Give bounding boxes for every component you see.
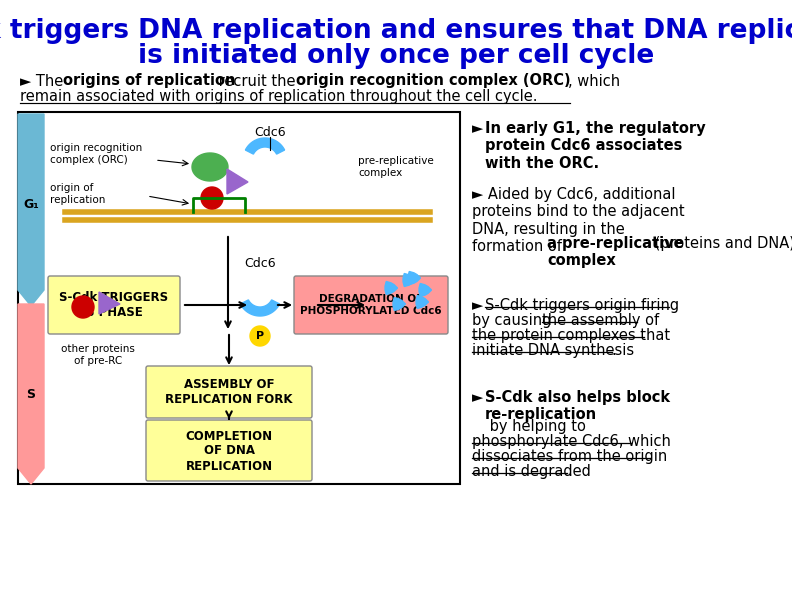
Text: COMPLETION
OF DNA
REPLICATION: COMPLETION OF DNA REPLICATION <box>185 430 272 472</box>
Text: pre-replicative
complex: pre-replicative complex <box>358 156 434 178</box>
Text: and is degraded: and is degraded <box>472 464 591 479</box>
Polygon shape <box>227 169 248 194</box>
Text: G₁: G₁ <box>23 198 39 212</box>
Text: Cdc6: Cdc6 <box>254 125 286 138</box>
Polygon shape <box>408 272 421 285</box>
Text: .: . <box>567 464 572 479</box>
Text: by causing: by causing <box>472 313 556 328</box>
Text: initiate DNA synthesis: initiate DNA synthesis <box>472 343 634 358</box>
Text: P: P <box>256 331 264 341</box>
Text: Cdc6: Cdc6 <box>244 257 276 270</box>
Text: origin recognition
complex (ORC): origin recognition complex (ORC) <box>50 143 143 165</box>
Text: S-Cdk also helps block
re-replication: S-Cdk also helps block re-replication <box>485 390 670 422</box>
Text: ►: ► <box>472 121 483 136</box>
Text: origin of
replication: origin of replication <box>50 183 105 205</box>
FancyBboxPatch shape <box>146 366 312 418</box>
Polygon shape <box>241 300 280 316</box>
Text: ASSEMBLY OF
REPLICATION FORK: ASSEMBLY OF REPLICATION FORK <box>166 378 293 406</box>
Polygon shape <box>416 296 428 308</box>
Text: ► The: ► The <box>20 73 68 89</box>
Text: ► Aided by Cdc6, additional
proteins bind to the adjacent
DNA, resulting in the
: ► Aided by Cdc6, additional proteins bin… <box>472 187 684 254</box>
Polygon shape <box>385 282 398 294</box>
Polygon shape <box>393 297 406 310</box>
Polygon shape <box>403 274 416 286</box>
Text: origins of replication: origins of replication <box>63 73 235 89</box>
Text: phosphorylate Cdc6, which: phosphorylate Cdc6, which <box>472 434 671 449</box>
Text: In early G1, the regulatory
protein Cdc6 associates
with the ORC.: In early G1, the regulatory protein Cdc6… <box>485 121 706 171</box>
Text: by helping to: by helping to <box>485 419 586 434</box>
Text: , which: , which <box>568 73 620 89</box>
Text: ►: ► <box>472 390 483 405</box>
Polygon shape <box>246 138 284 154</box>
FancyBboxPatch shape <box>48 276 180 334</box>
Text: S: S <box>26 387 36 400</box>
Polygon shape <box>192 153 228 181</box>
Text: the assembly of: the assembly of <box>542 313 659 328</box>
Polygon shape <box>419 283 432 296</box>
Circle shape <box>201 187 223 209</box>
Text: dissociates from the origin: dissociates from the origin <box>472 449 672 464</box>
Circle shape <box>72 296 94 318</box>
Text: a pre-replicative
complex: a pre-replicative complex <box>547 236 683 269</box>
Text: remain associated with origins of replication throughout the cell cycle.: remain associated with origins of replic… <box>20 89 538 105</box>
Circle shape <box>250 326 270 346</box>
Text: other proteins
of pre-RC: other proteins of pre-RC <box>61 344 135 365</box>
Polygon shape <box>99 292 120 314</box>
Text: recruit the: recruit the <box>214 73 300 89</box>
FancyBboxPatch shape <box>294 276 448 334</box>
Text: ►: ► <box>472 298 483 313</box>
Text: S-Cdk TRIGGERS
S PHASE: S-Cdk TRIGGERS S PHASE <box>59 291 169 319</box>
Text: .: . <box>611 343 616 358</box>
Bar <box>18 112 460 484</box>
Text: S-Cdk triggers origin firing: S-Cdk triggers origin firing <box>485 298 683 313</box>
FancyBboxPatch shape <box>146 420 312 481</box>
Text: DEGRADATION OF
PHOSPHORYLATED Cdc6: DEGRADATION OF PHOSPHORYLATED Cdc6 <box>300 294 442 316</box>
Text: (proteins and DNA).: (proteins and DNA). <box>650 236 792 251</box>
FancyArrow shape <box>18 114 44 306</box>
Text: is initiated only once per cell cycle: is initiated only once per cell cycle <box>138 43 654 69</box>
Text: origin recognition complex (ORC): origin recognition complex (ORC) <box>296 73 570 89</box>
Text: S-Cdk triggers DNA replication and ensures that DNA replication: S-Cdk triggers DNA replication and ensur… <box>0 18 792 44</box>
Text: the protein complexes that: the protein complexes that <box>472 328 675 343</box>
FancyArrow shape <box>18 304 44 484</box>
